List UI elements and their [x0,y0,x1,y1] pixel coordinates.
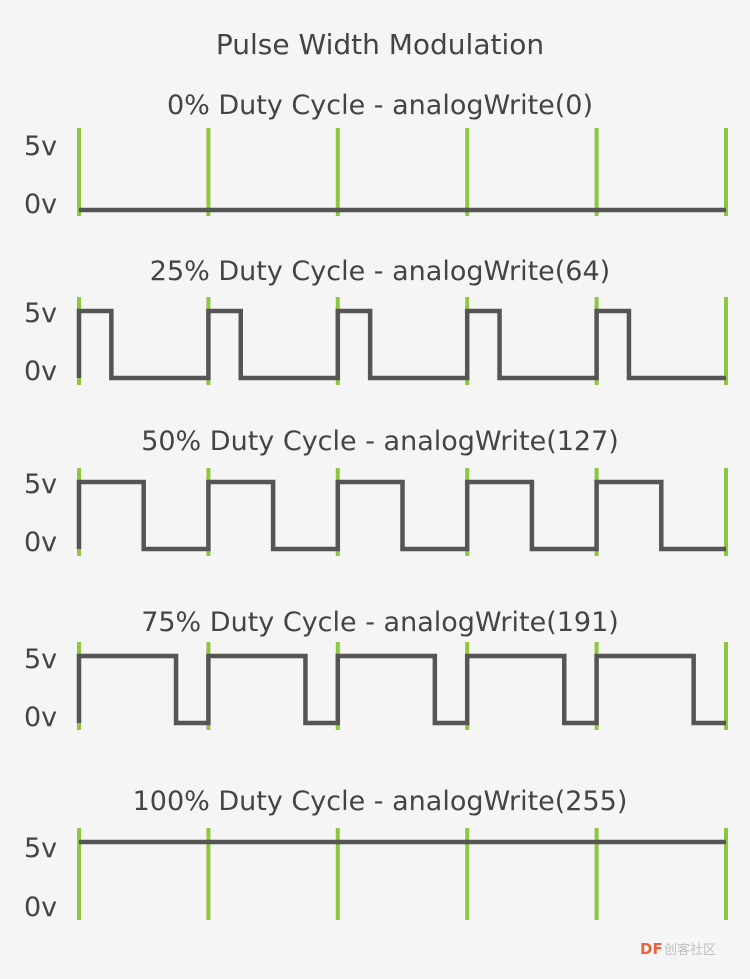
panel-title: 75% Duty Cycle - analogWrite(191) [141,607,619,638]
panel-0-duty: 0% Duty Cycle - analogWrite(0) 5v 0v [24,90,728,220]
period-markers [77,128,728,216]
waveform [76,653,726,726]
label-5v: 5v [24,644,57,675]
label-5v: 5v [24,298,57,329]
label-0v: 0v [24,702,57,733]
watermark-brand: DF [640,940,663,958]
panel-75-duty: 75% Duty Cycle - analogWrite(191) 5v 0v [24,607,728,733]
panel-25-duty: 25% Duty Cycle - analogWrite(64) 5v 0v [24,256,728,387]
label-5v: 5v [24,131,57,162]
label-0v: 0v [24,527,57,558]
label-0v: 0v [24,356,57,387]
waveform [76,479,726,552]
label-5v: 5v [24,833,57,864]
label-0v: 0v [24,892,57,923]
watermark: DF 创客社区 [640,940,716,958]
panel-title: 0% Duty Cycle - analogWrite(0) [167,90,593,121]
label-0v: 0v [24,189,57,220]
panel-100-duty: 100% Duty Cycle - analogWrite(255) 5v 0v [24,786,728,923]
panel-title: 50% Duty Cycle - analogWrite(127) [141,426,619,457]
waveform [76,308,726,381]
panel-title: 25% Duty Cycle - analogWrite(64) [150,256,610,287]
diagram-title: Pulse Width Modulation [216,28,544,61]
label-5v: 5v [24,469,57,500]
panel-title: 100% Duty Cycle - analogWrite(255) [133,786,628,817]
panel-50-duty: 50% Duty Cycle - analogWrite(127) 5v 0v [24,426,728,558]
watermark-text: 创客社区 [664,942,716,958]
